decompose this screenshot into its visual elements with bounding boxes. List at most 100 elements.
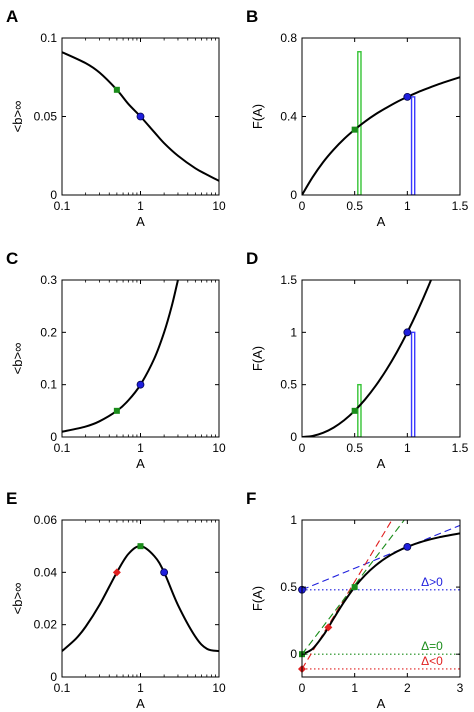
ylabel-d: F(A) (250, 346, 265, 371)
xtick-label-e: 10 (212, 681, 226, 695)
marker-green-square-a (113, 86, 120, 93)
xtick-label-d: 1.5 (452, 441, 469, 455)
ytick-label-d: 1.5 (280, 273, 297, 287)
ytick-label-b: 0.8 (280, 31, 297, 45)
ytick-label-f: 0.5 (280, 580, 297, 594)
xtick-label-d: 0.5 (346, 441, 363, 455)
marker-green-square-f (351, 584, 358, 591)
curve-a (62, 51, 219, 182)
xlabel-c: A (136, 456, 145, 471)
ytick-label-a: 0.05 (34, 110, 58, 124)
marker-red-diamond-e (112, 568, 121, 577)
marker-green-square-c (113, 407, 120, 414)
ylabel-a: <b>∞ (10, 101, 25, 133)
xtick-label-e: 1 (137, 681, 144, 695)
ytick-label-b: 0 (290, 188, 297, 202)
xtick-label-a: 0.1 (54, 199, 71, 213)
xtick-label-c: 1 (137, 441, 144, 455)
marker-green-square-d (351, 407, 358, 414)
xtick-label-f: 3 (457, 681, 464, 695)
panel-label-f: F (246, 489, 256, 508)
marker-blue-circle-f (403, 542, 412, 551)
ylabel-e: <b>∞ (10, 583, 25, 615)
xlabel-d: A (377, 456, 386, 471)
ytick-label-d: 1 (290, 325, 297, 339)
ytick-label-c: 0 (50, 430, 57, 444)
ylabel-f: F(A) (250, 586, 265, 611)
ylabel-b: F(A) (250, 104, 265, 129)
ytick-label-e: 0.02 (34, 618, 58, 632)
ytick-label-b: 0.4 (280, 110, 297, 124)
xtick-label-a: 10 (212, 199, 226, 213)
annotation-red-f: Δ<0 (421, 654, 443, 668)
ytick-label-d: 0 (290, 430, 297, 444)
xlabel-a: A (136, 214, 145, 229)
xtick-label-b: 0.5 (346, 199, 363, 213)
annotation-green-f: Δ=0 (421, 639, 443, 653)
plot-area-a (62, 51, 219, 182)
xtick-label-d: 1 (404, 441, 411, 455)
axes-box-d (301, 279, 461, 438)
panel-label-d: D (246, 249, 258, 268)
xtick-label-d: 0 (299, 441, 306, 455)
curve-c (62, 280, 179, 433)
ytick-label-f: 1 (290, 513, 297, 527)
ytick-label-a: 0.1 (40, 31, 57, 45)
panel-label-c: C (6, 249, 18, 268)
marker-blue-circle-d (403, 328, 412, 337)
bar-blue-d (410, 331, 416, 437)
plot-area-c (62, 280, 179, 433)
marker-green-square-e (137, 543, 144, 550)
panel-label-e: E (6, 489, 17, 508)
panel-a: 0.1 1 10 0 0.05 0.1 A <b>∞ A (6, 7, 226, 229)
marker-blue-circle-e (160, 568, 169, 577)
tangent-green-f (302, 520, 405, 655)
plot-area-f (302, 520, 460, 670)
bar-blue-b (410, 96, 416, 195)
axes-box-b (301, 37, 461, 196)
xtick-label-b: 1.5 (452, 199, 469, 213)
panel-f: 0 1 2 3 0 0.5 1 A F(A) F Δ>0 Δ=0Δ<0 (246, 489, 464, 711)
ytick-label-f: 0 (290, 647, 297, 661)
ytick-label-c: 0.3 (40, 273, 57, 287)
axes-box-f (301, 519, 461, 678)
annotation-blue-f: Δ>0 (421, 575, 443, 589)
ytick-label-e: 0 (50, 670, 57, 684)
ytick-label-e: 0.04 (34, 565, 58, 579)
marker-blue-circle-b (403, 92, 412, 101)
marker-green-square-b (351, 126, 358, 133)
marker-red-diamond-f (324, 623, 333, 632)
xtick-label-e: 0.1 (54, 681, 71, 695)
xtick-label-a: 1 (137, 199, 144, 213)
ytick-label-c: 0.1 (40, 378, 57, 392)
plot-area-d (302, 280, 433, 437)
axes-box-c (61, 279, 220, 438)
marker-blue-circle-a (136, 112, 145, 121)
xlabel-f: A (377, 696, 386, 711)
curve-d (302, 280, 433, 437)
xtick-label-b: 0 (299, 199, 306, 213)
tangent-blue-f (302, 524, 460, 591)
panel-b: 0 0.5 1 1.5 0 0.4 0.8 A F(A) B (246, 7, 469, 229)
xtick-label-c: 10 (212, 441, 226, 455)
curve-b (302, 76, 460, 195)
panel-d: 0 0.5 1 1.5 0 0.5 1 1.5 A F(A) D (246, 249, 469, 471)
ytick-label-c: 0.2 (40, 325, 57, 339)
xlabel-e: A (136, 696, 145, 711)
xtick-label-f: 0 (299, 681, 306, 695)
curve-f (302, 532, 460, 656)
ytick-label-d: 0.5 (280, 378, 297, 392)
marker-blue-circle-c (136, 380, 145, 389)
panel-e: 0.1 1 10 0 0.02 0.04 0.06 A <b>∞ E (6, 489, 226, 711)
xlabel-b: A (377, 214, 386, 229)
plot-area-e (62, 545, 219, 653)
bar-green-b (357, 51, 362, 195)
ytick-label-e: 0.06 (34, 513, 58, 527)
plot-area-b (302, 51, 460, 195)
panel-label-a: A (6, 7, 18, 26)
xtick-label-b: 1 (404, 199, 411, 213)
bar-green-d (357, 383, 362, 437)
xtick-label-f: 2 (404, 681, 411, 695)
